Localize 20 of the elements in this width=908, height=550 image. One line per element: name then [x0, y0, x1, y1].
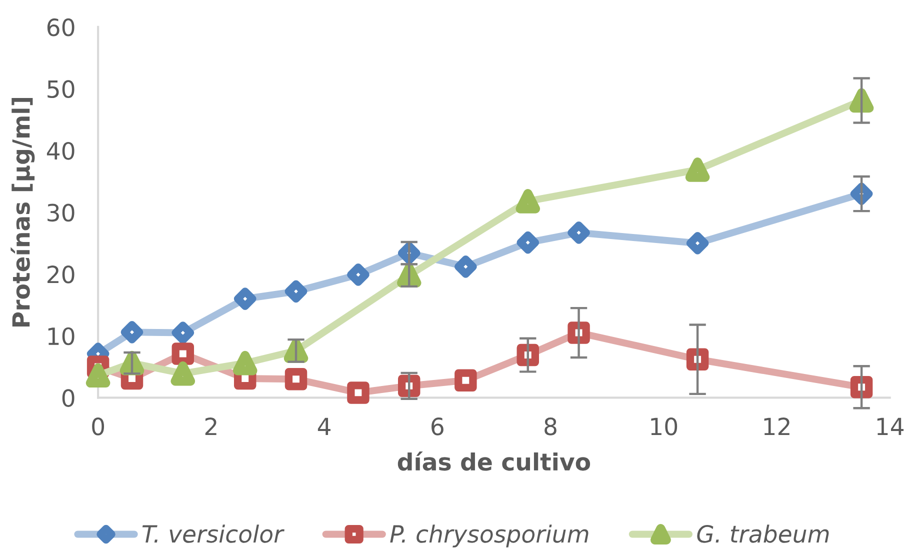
y-tick-label: 0 [62, 389, 74, 407]
y-tick-label: 60 [47, 18, 74, 36]
y-axis-title: Proteínas [µg/ml] [10, 98, 35, 327]
x-tick-label: 14 [877, 418, 904, 436]
y-tick-label: 20 [48, 266, 74, 284]
y-tick-label: 40 [46, 142, 74, 160]
x-tick-label: 2 [205, 418, 216, 436]
x-tick-label: 12 [764, 418, 790, 436]
y-tick-label: 30 [48, 204, 74, 222]
x-tick-label: 0 [92, 418, 104, 436]
legend-label: G. trabeum [697, 524, 829, 543]
y-tick-label: 50 [48, 80, 74, 98]
x-tick-label: 8 [544, 418, 556, 436]
x-tick-label: 6 [432, 418, 444, 436]
x-tick-label: 4 [318, 418, 330, 436]
x-axis-title: días de cultivo [398, 452, 590, 471]
legend-label: P. chrysosporium [390, 524, 588, 548]
y-tick-label: 10 [48, 327, 74, 346]
x-tick-label: 10 [651, 418, 678, 436]
legend-label: T. versicolor [142, 524, 284, 543]
